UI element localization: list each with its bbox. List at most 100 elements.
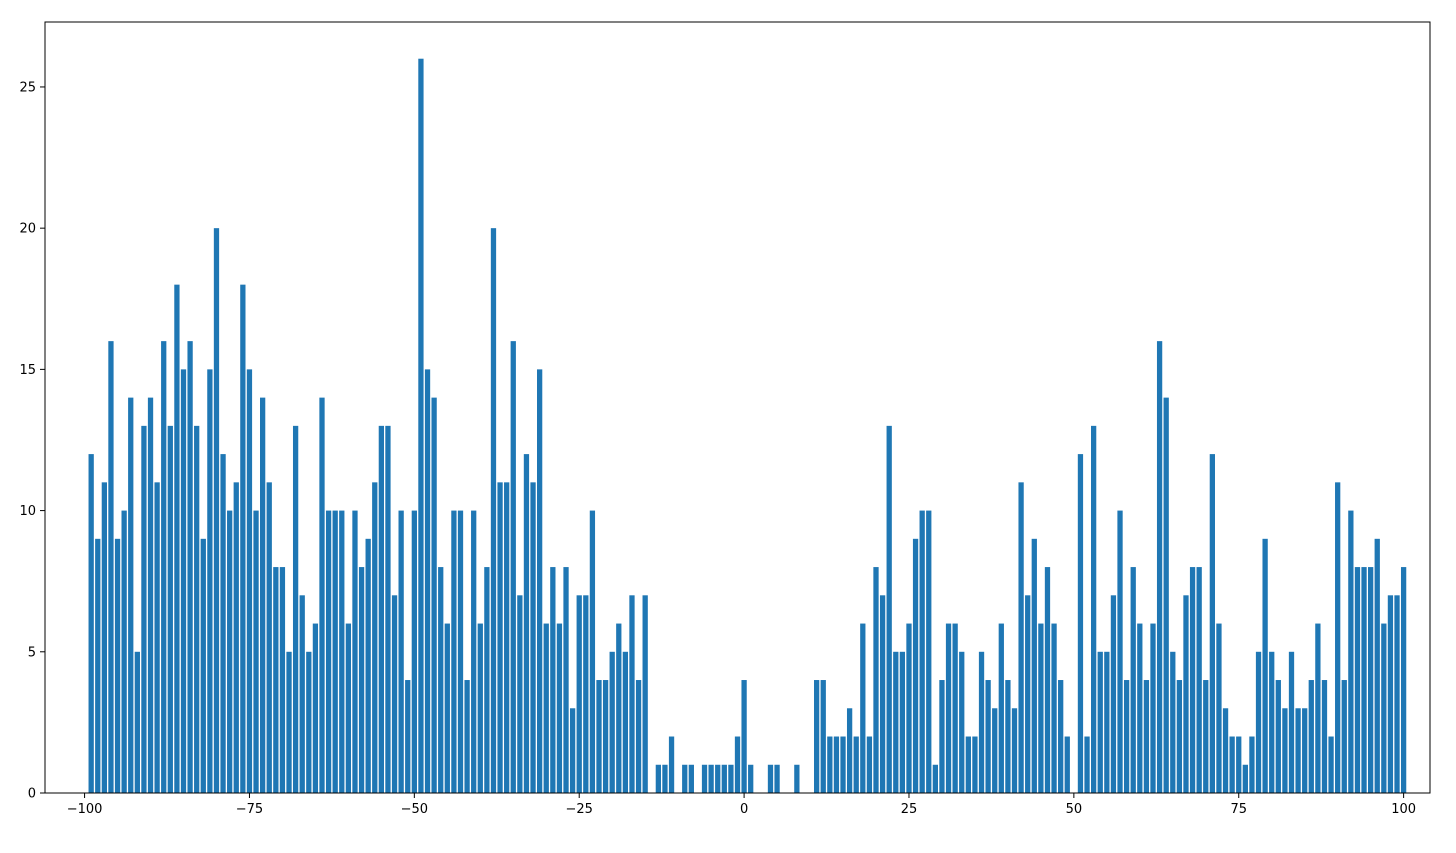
bar xyxy=(1038,623,1044,793)
bar xyxy=(1097,651,1103,793)
bar xyxy=(134,651,140,793)
bar xyxy=(708,764,714,793)
bar xyxy=(734,736,741,793)
x-tick-label: −75 xyxy=(236,802,263,817)
bar xyxy=(1104,651,1110,793)
bar xyxy=(141,425,147,793)
bar xyxy=(1249,736,1255,793)
bar xyxy=(299,595,305,793)
bar xyxy=(1275,680,1281,793)
bar xyxy=(569,708,576,793)
bar xyxy=(174,284,180,793)
bar xyxy=(622,651,629,793)
bar xyxy=(1025,595,1031,793)
x-tick-label: 25 xyxy=(901,802,918,817)
bar xyxy=(325,510,332,793)
bar xyxy=(187,341,193,793)
bar xyxy=(339,510,345,793)
bar xyxy=(1335,482,1341,793)
bar xyxy=(1203,680,1209,793)
bar xyxy=(959,651,965,793)
bar xyxy=(523,454,530,793)
bar xyxy=(504,482,510,793)
bar xyxy=(853,736,859,793)
x-tick-label: 50 xyxy=(1066,802,1083,817)
x-tick-label: −25 xyxy=(565,802,592,817)
bar xyxy=(1354,567,1361,793)
bar xyxy=(457,510,464,793)
bar xyxy=(365,538,371,793)
bar xyxy=(1368,567,1374,793)
bar xyxy=(292,425,299,793)
bar xyxy=(207,369,213,793)
bar xyxy=(629,595,635,793)
bar xyxy=(260,397,266,793)
bar xyxy=(227,510,233,793)
bar xyxy=(1216,623,1222,793)
bar xyxy=(814,680,820,793)
bar xyxy=(840,736,846,793)
bar xyxy=(167,425,173,793)
bar xyxy=(1381,623,1387,793)
y-tick-label: 20 xyxy=(19,222,36,237)
y-axis: 0 5 10 15 20 25 xyxy=(19,80,45,802)
plot-background xyxy=(45,22,1430,793)
bar xyxy=(682,764,688,793)
bar xyxy=(1091,425,1097,793)
bar xyxy=(1341,680,1347,793)
bar xyxy=(464,680,470,793)
bar xyxy=(1242,764,1248,793)
bar xyxy=(1005,680,1011,793)
bar xyxy=(596,680,602,793)
bar xyxy=(253,510,259,793)
bar xyxy=(886,425,892,793)
bar xyxy=(438,567,444,793)
bar xyxy=(477,623,483,793)
bar xyxy=(194,425,200,793)
x-tick-label: 100 xyxy=(1391,802,1416,817)
bar xyxy=(1295,708,1301,793)
y-tick-label: 5 xyxy=(28,645,36,660)
bar xyxy=(306,651,312,793)
bar xyxy=(358,567,365,793)
bar xyxy=(372,482,378,793)
bar xyxy=(932,764,938,793)
bar xyxy=(451,510,457,793)
bar xyxy=(108,341,114,793)
bar xyxy=(1031,538,1037,793)
x-tick-label: 0 xyxy=(740,802,748,817)
bar xyxy=(1374,538,1380,793)
bar xyxy=(873,567,879,793)
bar xyxy=(1189,567,1196,793)
bar xyxy=(378,425,384,793)
bar xyxy=(471,510,477,793)
bar xyxy=(1150,623,1156,793)
bar xyxy=(899,651,906,793)
bar xyxy=(1302,708,1308,793)
bar xyxy=(1229,736,1235,793)
bar xyxy=(609,651,615,793)
bar xyxy=(352,510,358,793)
bar xyxy=(1117,510,1123,793)
bar xyxy=(1400,567,1407,793)
plot-frame xyxy=(44,21,1431,794)
bar xyxy=(510,341,516,793)
bar xyxy=(391,595,398,793)
bar xyxy=(1348,510,1354,793)
bars-group xyxy=(88,58,1407,793)
y-tick-label: 10 xyxy=(19,504,36,519)
bar xyxy=(121,510,127,793)
bar xyxy=(1170,651,1176,793)
bar xyxy=(1394,595,1400,793)
bar xyxy=(906,623,912,793)
bar xyxy=(616,623,622,793)
bar xyxy=(926,510,932,793)
bar xyxy=(576,595,582,793)
bar xyxy=(398,510,404,793)
bar xyxy=(319,397,325,793)
bar xyxy=(774,764,780,793)
bar xyxy=(912,538,919,793)
bar xyxy=(1044,567,1051,793)
